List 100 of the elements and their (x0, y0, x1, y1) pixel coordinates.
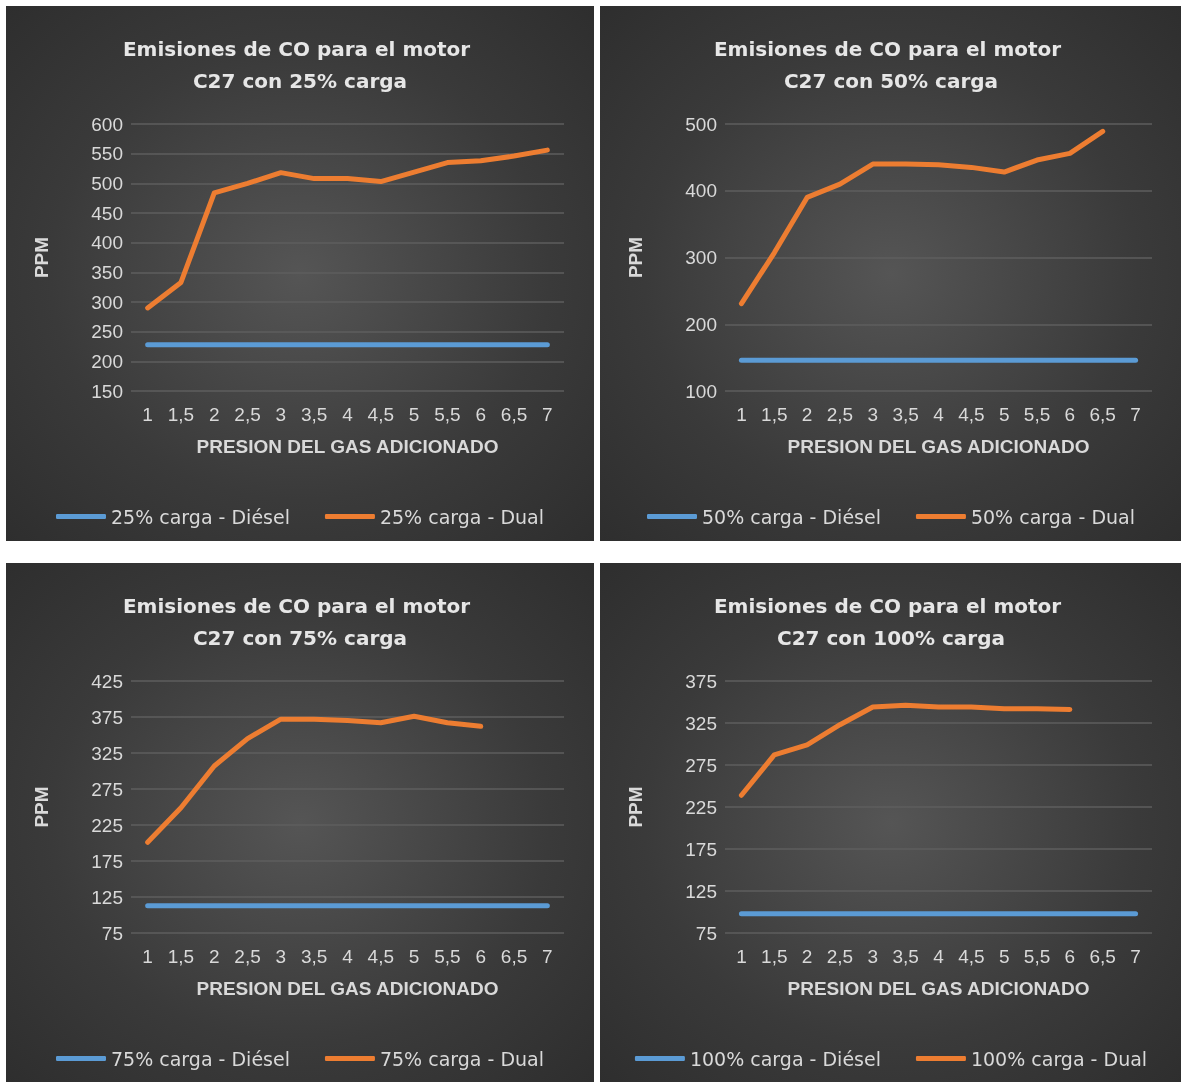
y-tick-label: 450 (91, 202, 123, 224)
y-tick-label: 550 (91, 143, 123, 165)
x-tick-label: 3 (275, 946, 287, 967)
x-tick-label: 4 (933, 404, 945, 425)
x-tick-label: 3,5 (300, 404, 328, 425)
x-tick-label: 1,5 (167, 946, 195, 967)
x-tick-label: 1 (142, 404, 153, 425)
x-tick-label: 5,5 (434, 404, 461, 425)
y-tick-label: 600 (91, 113, 123, 135)
x-tick-label: 4,5 (958, 404, 985, 425)
x-tick-label: 6,5 (500, 946, 528, 967)
x-tick-label: 1 (736, 404, 747, 425)
x-tick-label: 2,5 (826, 946, 854, 967)
y-tick-label: 225 (91, 814, 123, 836)
x-axis-title: PRESION DEL GAS ADICIONADO (196, 436, 499, 457)
y-axis-title: PPM (31, 236, 52, 279)
y-tick-label: 300 (91, 291, 123, 313)
y-tick-label: 150 (91, 380, 123, 402)
x-tick-label: 5,5 (434, 946, 461, 967)
y-tick-label: 200 (685, 313, 717, 335)
legend-label: 75% carga - Dual (379, 1047, 545, 1070)
y-axis-title: PPM (625, 236, 646, 279)
chart-title: Emisiones de CO para el motor C27 con 50% carga (713, 37, 1069, 93)
x-tick-label: 4,5 (367, 404, 395, 425)
y-tick-label: 275 (685, 754, 717, 776)
legend-label: 25% carga - Dual (379, 505, 545, 528)
y-tick-label: 325 (685, 712, 717, 734)
x-tick-label: 5,5 (1023, 404, 1051, 425)
y-tick-label: 400 (685, 180, 717, 202)
legend-label: 50% carga - Diésel (701, 505, 881, 528)
y-tick-label: 375 (91, 706, 123, 728)
x-tick-label: 3,5 (892, 946, 919, 967)
x-tick-label: 4 (933, 946, 945, 967)
x-tick-label: 7 (1130, 404, 1141, 425)
x-tick-label: 2 (208, 946, 220, 967)
x-tick-label: 3 (867, 404, 879, 425)
y-tick-label: 125 (685, 880, 717, 902)
x-tick-label: 1,5 (761, 404, 788, 425)
y-tick-label: 400 (91, 232, 123, 254)
x-tick-label: 6 (1064, 946, 1076, 967)
legend-label: 75% carga - Diésel (110, 1047, 290, 1070)
x-tick-label: 5 (408, 404, 420, 425)
x-tick-label: 5 (408, 946, 420, 967)
x-tick-label: 2 (208, 404, 220, 425)
x-tick-label: 3 (275, 404, 287, 425)
x-tick-label: 5,5 (1023, 946, 1051, 967)
y-tick-label: 75 (101, 922, 123, 944)
y-tick-label: 175 (91, 850, 123, 872)
x-tick-label: 4 (342, 404, 354, 425)
x-tick-label: 4 (342, 946, 354, 967)
y-tick-label: 175 (685, 838, 717, 860)
x-tick-label: 2 (801, 946, 813, 967)
x-tick-label: 5 (998, 404, 1010, 425)
y-tick-label: 200 (91, 350, 123, 372)
x-tick-label: 4,5 (367, 946, 395, 967)
x-tick-label: 4,5 (958, 946, 985, 967)
y-tick-label: 375 (685, 670, 717, 692)
x-tick-label: 3,5 (892, 404, 919, 425)
y-tick-label: 500 (91, 172, 123, 194)
x-tick-label: 2,5 (234, 946, 261, 967)
x-tick-label: 5 (998, 946, 1010, 967)
legend-label: 100% carga - Dual (970, 1047, 1148, 1070)
x-tick-label: 1 (736, 946, 747, 967)
x-axis-title: PRESION DEL GAS ADICIONADO (787, 436, 1090, 457)
x-tick-label: 7 (542, 404, 553, 425)
x-tick-label: 2,5 (826, 404, 854, 425)
y-tick-label: 250 (91, 321, 123, 343)
y-tick-label: 325 (91, 742, 123, 764)
x-tick-label: 3,5 (300, 946, 328, 967)
x-tick-label: 6 (475, 946, 487, 967)
y-axis-title: PPM (625, 786, 646, 828)
x-tick-label: 2,5 (234, 404, 261, 425)
y-tick-label: 225 (685, 796, 717, 818)
x-tick-label: 1,5 (761, 946, 788, 967)
x-tick-label: 7 (1130, 946, 1141, 967)
y-tick-label: 350 (91, 261, 123, 283)
x-tick-label: 3 (867, 946, 879, 967)
legend-label: 100% carga - Diésel (689, 1047, 881, 1070)
y-axis-title: PPM (31, 786, 52, 828)
y-tick-label: 275 (91, 778, 123, 800)
chart-title: Emisiones de CO para el motor C27 con 25% carga (122, 37, 478, 93)
x-axis-title: PRESION DEL GAS ADICIONADO (196, 978, 499, 999)
y-tick-label: 75 (695, 922, 717, 944)
y-tick-label: 500 (685, 113, 717, 135)
x-tick-label: 6 (1064, 404, 1076, 425)
legend-label: 50% carga - Dual (970, 505, 1136, 528)
x-tick-label: 6,5 (500, 404, 528, 425)
x-tick-label: 6 (475, 404, 487, 425)
x-tick-label: 2 (801, 404, 813, 425)
x-tick-label: 6,5 (1089, 404, 1116, 425)
legend-label: 25% carga - Diésel (110, 505, 290, 528)
y-tick-label: 300 (685, 247, 717, 268)
chart-title: Emisiones de CO para el motor C27 con 100% carga (713, 594, 1069, 650)
chart-title: Emisiones de CO para el motor C27 con 75% carga (122, 594, 478, 650)
x-tick-label: 6,5 (1089, 946, 1116, 967)
x-axis-title: PRESION DEL GAS ADICIONADO (787, 978, 1090, 999)
y-tick-label: 425 (91, 670, 123, 692)
x-tick-label: 7 (542, 946, 553, 967)
x-tick-label: 1,5 (167, 404, 195, 425)
y-tick-label: 125 (91, 886, 123, 908)
